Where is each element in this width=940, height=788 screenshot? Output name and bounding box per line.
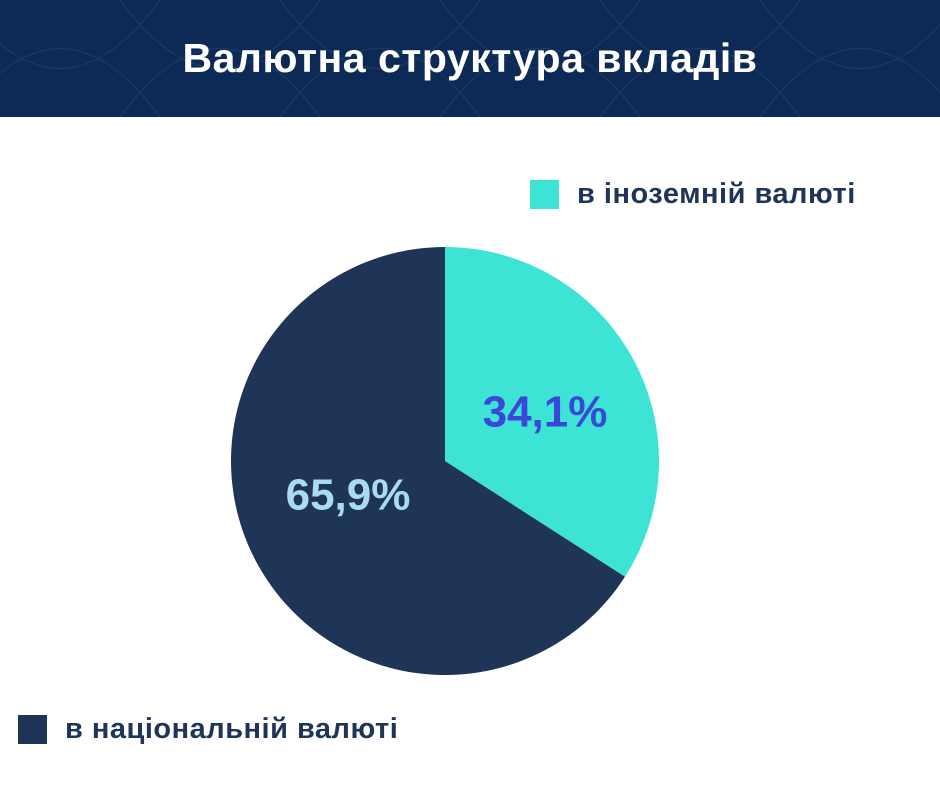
legend-swatch-foreign xyxy=(530,180,559,209)
legend-label-foreign: в іноземній валюті xyxy=(577,178,856,210)
pie-slice-1 xyxy=(231,247,625,675)
data-label-1: 65,9% xyxy=(286,471,411,520)
legend-item-national: в національній валюті xyxy=(18,713,398,746)
legend-item-foreign: в іноземній валюті xyxy=(530,178,856,211)
data-label-0: 34,1% xyxy=(483,388,608,437)
header-banner: Валютна структура вкладів xyxy=(0,0,940,117)
legend-swatch-national xyxy=(18,715,47,744)
legend-label-national: в національній валюті xyxy=(65,713,399,745)
header-pattern xyxy=(0,0,940,117)
pie-slice-0 xyxy=(445,247,659,577)
page-title: Валютна структура вкладів xyxy=(182,35,758,81)
